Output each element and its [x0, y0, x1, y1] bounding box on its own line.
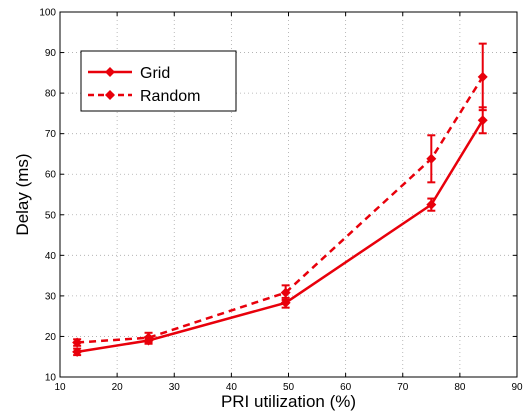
data-point-random	[477, 71, 488, 82]
x-tick-label: 30	[169, 382, 181, 393]
legend-box	[80, 50, 237, 112]
data-point-random	[280, 287, 291, 298]
y-tick-label: 100	[39, 8, 56, 19]
x-tick-label: 10	[54, 382, 66, 393]
y-tick-label: 30	[45, 291, 57, 302]
grid-lines	[60, 12, 517, 377]
legend: Grid Random	[80, 50, 237, 112]
x-tick-label: 20	[112, 382, 124, 393]
y-tick-label: 20	[45, 332, 57, 343]
x-tick-label: 50	[283, 382, 295, 393]
y-tick-label: 60	[45, 170, 57, 181]
series-line-grid	[76, 119, 484, 354]
x-tick-label: 40	[226, 382, 238, 393]
axis-ticks: 10 20 30 40 50 60 70 80 90 10 20 30 40 50 60 70 80 90 100	[39, 8, 523, 394]
legend-grid-label: Grid	[140, 65, 170, 82]
legend-random-marker	[105, 90, 115, 100]
y-tick-label: 70	[45, 129, 57, 140]
series-layer	[72, 42, 488, 357]
y-tick-label: 10	[45, 373, 57, 384]
y-tick-label: 40	[45, 251, 57, 262]
y-axis-title: Delay (ms)	[13, 153, 32, 235]
legend-random-label: Random	[140, 88, 200, 105]
x-axis-title: PRI utilization (%)	[221, 392, 356, 411]
data-point-random	[426, 153, 437, 164]
data-point-random	[143, 332, 154, 343]
series-random	[72, 42, 488, 348]
x-tick-label: 90	[511, 382, 523, 393]
x-tick-label: 60	[340, 382, 352, 393]
y-tick-label: 80	[45, 89, 57, 100]
y-tick-label: 90	[45, 48, 57, 59]
x-tick-label: 80	[454, 382, 466, 393]
data-point-grid	[426, 199, 437, 210]
data-point-random	[72, 337, 83, 348]
legend-grid-marker	[105, 67, 115, 77]
y-tick-label: 50	[45, 210, 57, 221]
series-grid	[72, 106, 488, 357]
series-line-random	[77, 76, 484, 344]
x-tick-label: 70	[397, 382, 409, 393]
data-point-grid	[477, 115, 488, 126]
data-point-grid	[72, 346, 83, 357]
